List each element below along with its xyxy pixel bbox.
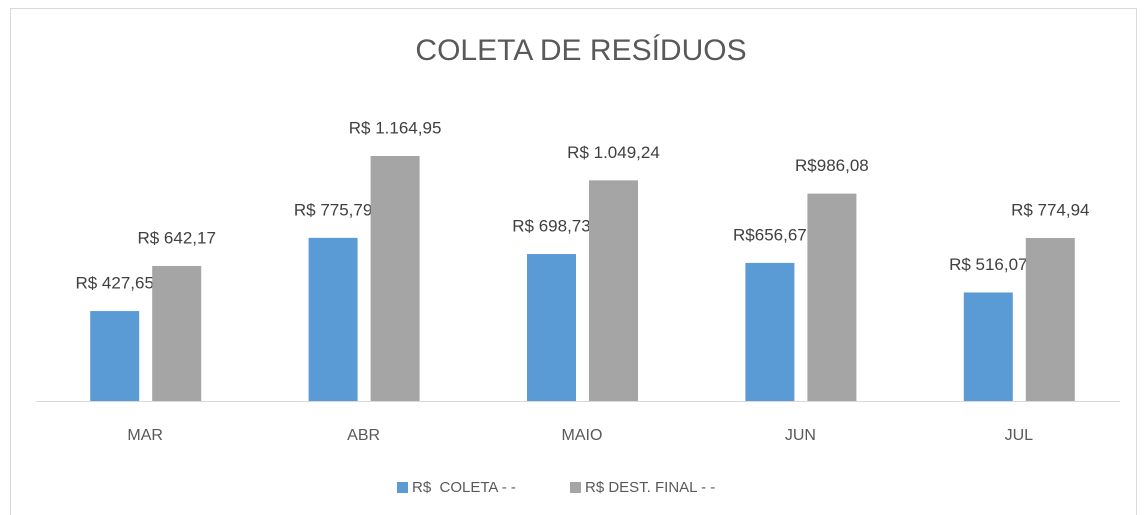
bar bbox=[807, 193, 857, 401]
bar bbox=[963, 292, 1013, 401]
bar bbox=[745, 262, 795, 401]
bar bbox=[1025, 238, 1075, 401]
bar bbox=[370, 156, 420, 401]
value-label: R$ 775,79 bbox=[294, 200, 372, 219]
value-label: R$ 427,65 bbox=[75, 274, 153, 293]
value-label: R$ 1.164,95 bbox=[349, 118, 442, 137]
bar bbox=[152, 265, 202, 401]
value-label: R$656,67 bbox=[733, 225, 807, 244]
legend-swatch bbox=[397, 482, 408, 493]
value-label: R$ 642,17 bbox=[137, 228, 215, 247]
bar bbox=[589, 180, 638, 401]
value-label: R$ 698,73 bbox=[512, 217, 590, 236]
legend-swatch bbox=[570, 482, 581, 493]
bar bbox=[90, 311, 140, 401]
value-label: R$986,08 bbox=[795, 156, 869, 175]
value-label: R$ 1.049,24 bbox=[567, 143, 660, 162]
chart-title: COLETA DE RESÍDUOS bbox=[415, 34, 746, 67]
x-tick-label: MAIO bbox=[562, 427, 603, 444]
bar bbox=[527, 254, 576, 401]
x-tick-label: JUN bbox=[785, 427, 816, 444]
legend-label: R$ COLETA - - bbox=[412, 479, 516, 496]
value-label: R$ 516,07 bbox=[949, 255, 1027, 274]
value-label: R$ 774,94 bbox=[1011, 201, 1089, 220]
x-tick-label: JUL bbox=[1005, 427, 1034, 444]
x-tick-label: MAR bbox=[127, 427, 163, 444]
x-tick-label: ABR bbox=[347, 427, 380, 444]
bar bbox=[308, 237, 358, 401]
legend-label: R$ DEST. FINAL - - bbox=[585, 479, 715, 496]
